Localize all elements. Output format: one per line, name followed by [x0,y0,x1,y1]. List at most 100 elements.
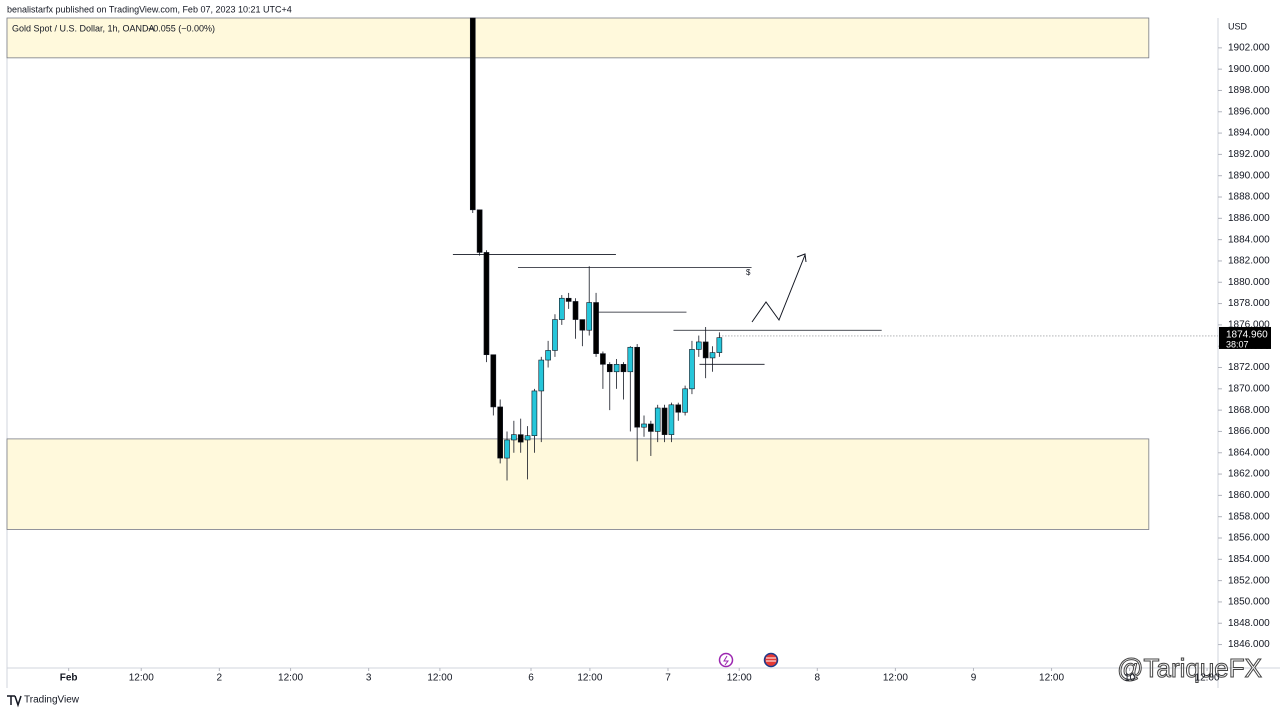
candle-body [654,407,661,432]
candle-body [511,434,517,441]
y-tick-label: 1900.000 [1228,64,1270,75]
y-tick-label: 1896.000 [1228,106,1270,117]
y-tick-label: 1868.000 [1228,405,1270,416]
candle-body [469,17,476,211]
x-tick-label: 3 [366,673,372,684]
candle-body [627,346,634,373]
y-tick-label: 1892.000 [1228,149,1270,160]
y-tick-label: 1884.000 [1228,234,1270,245]
zone [6,17,1150,59]
candle-body [572,301,579,320]
last-price-label: 1874.960 [1226,330,1268,341]
y-tick-label: 1894.000 [1228,128,1270,139]
y-tick-label: 1866.000 [1228,426,1270,437]
watermark: @TariqueFX [1117,653,1262,683]
y-tick-label: 1864.000 [1228,447,1270,458]
y-tick-label: 1898.000 [1228,85,1270,96]
candle-body [497,406,503,459]
last-price-tag [1219,326,1271,349]
candle-body [716,337,723,353]
y-tick-label: 1878.000 [1228,298,1270,309]
candle-body [517,434,524,443]
x-tick-label: 12:00 [727,673,752,684]
projection-arrow [751,253,807,323]
candle-body [504,439,510,459]
candle-body [696,341,702,350]
countdown: 38:07 [1226,339,1249,349]
candle-body [483,252,490,356]
zone [6,438,1150,530]
y-tick-label: 1860.000 [1228,490,1270,501]
y-tick-label: 1882.000 [1228,256,1270,267]
candle-body [565,297,572,302]
y-tick-label: 1846.000 [1228,639,1270,650]
y-tick-label: 1854.000 [1228,554,1270,565]
y-tick-label: 1886.000 [1228,213,1270,224]
candle-body [600,353,606,365]
candle-body [490,354,497,408]
x-tick-label: 12:00 [1195,673,1220,684]
y-tick-label: 1858.000 [1228,511,1270,522]
candle-body [648,423,654,432]
candle-body [702,341,709,359]
candle-body [709,352,716,359]
x-tick-label: 12:00 [577,673,602,684]
event-icon-bolt [723,655,729,666]
x-tick-label: 8 [815,673,821,684]
candle-body [552,319,558,351]
annotation: $ [746,268,751,277]
x-tick-label: 2 [217,673,223,684]
symbol-title: Gold Spot / U.S. Dollar, 1h, OANDA [12,23,155,33]
y-tick-label: 1872.000 [1228,362,1270,373]
x-tick-label: Feb [60,673,78,684]
candle-body [641,423,647,428]
candle-body [524,435,531,441]
x-tick-label: 12:00 [129,673,154,684]
x-tick-label: 12:00 [427,673,452,684]
event-icon[interactable] [718,652,734,668]
y-tick-label: 1862.000 [1228,469,1270,480]
candle-body [559,297,565,320]
candle-body [675,404,682,413]
candle-body [476,209,483,253]
header-title: benalistarfx published on TradingView.co… [7,4,292,14]
y-tick-label: 1902.000 [1228,42,1270,53]
y-tick-label: 1876.000 [1228,320,1270,331]
candle-body [689,349,695,390]
candle-body [593,302,599,354]
y-tick-label: 1848.000 [1228,618,1270,629]
x-tick-label: 12:00 [278,673,303,684]
candle-body [606,364,613,373]
symbol-change: −0.055 (−0.00%) [148,23,215,33]
y-tick-label: 1870.000 [1228,383,1270,394]
y-tick-label: 1888.000 [1228,192,1270,203]
candle-body [586,302,593,331]
candle-body [579,319,586,331]
x-tick-label: 6 [528,673,534,684]
y-axis-label: USD [1228,21,1248,31]
x-tick-label: 12:00 [1039,673,1064,684]
candle-body [545,350,551,361]
candle-body [668,404,675,435]
x-tick-label: 10 [1124,673,1136,684]
y-tick-label: 1856.000 [1228,533,1270,544]
x-tick-label: 7 [665,673,671,684]
x-tick-label: 12:00 [883,673,908,684]
y-tick-label: 1850.000 [1228,597,1270,608]
x-tick-label: 9 [971,673,977,684]
candle-body [620,364,627,373]
y-tick-label: 1890.000 [1228,170,1270,181]
flag-icon[interactable] [763,652,779,668]
candle-body [634,346,640,428]
footer-logo [7,695,22,708]
candle-body [538,359,545,392]
candle-body [531,390,538,437]
y-tick-label: 1852.000 [1228,575,1270,586]
candle-body [682,388,688,413]
candle-body [613,364,620,373]
candle-body [661,407,668,435]
y-tick-label: 1880.000 [1228,277,1270,288]
